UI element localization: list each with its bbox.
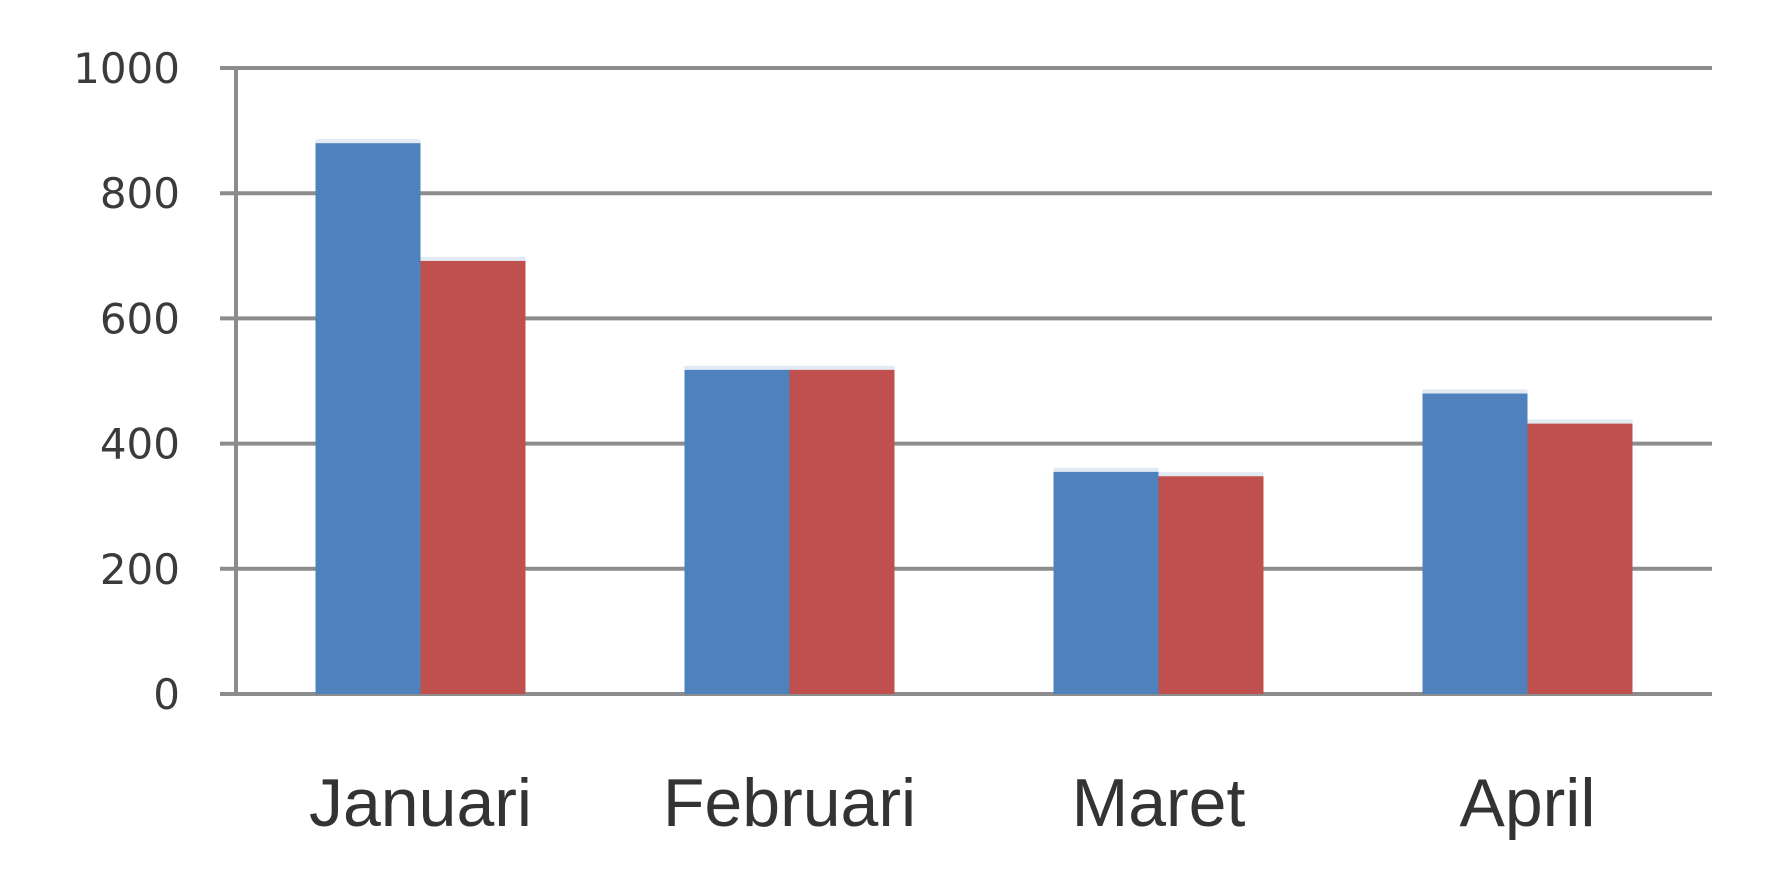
bar-top-highlight (684, 365, 790, 370)
y-tick-label: 1000 (73, 44, 180, 93)
bar-top-highlight (1527, 419, 1633, 424)
x-axis-tick-labels: Januari Februari Maret April (309, 765, 1596, 841)
bar-top-highlight (1422, 389, 1528, 394)
y-tick-label: 600 (100, 294, 180, 343)
bar-januari-series-2 (420, 260, 526, 694)
y-tick-label: 800 (100, 169, 180, 218)
bar-januari-series-1 (315, 143, 421, 694)
bar-februari-series-1 (684, 369, 790, 694)
bar-top-highlight (315, 139, 421, 144)
y-tick-label: 0 (153, 670, 180, 719)
bar-april-series-2 (1527, 423, 1633, 694)
y-axis-tick-labels: 0 200 400 600 800 1000 (73, 44, 180, 719)
x-tick-label: April (1459, 765, 1595, 841)
x-tick-label: Maret (1072, 765, 1246, 841)
bar-top-highlight (789, 365, 895, 370)
bar-april-series-1 (1422, 393, 1528, 694)
x-tick-label: Februari (663, 765, 916, 841)
bar-top-highlight (420, 256, 526, 261)
bar-top-highlight (1158, 472, 1264, 477)
bar-maret-series-2 (1158, 476, 1264, 694)
bar-maret-series-1 (1053, 471, 1159, 694)
y-tick-label: 400 (100, 420, 180, 469)
bars (315, 139, 1633, 694)
y-tick-label: 200 (100, 545, 180, 594)
x-tick-label: Januari (309, 765, 532, 841)
bar-februari-series-2 (789, 369, 895, 694)
bar-top-highlight (1053, 467, 1159, 472)
